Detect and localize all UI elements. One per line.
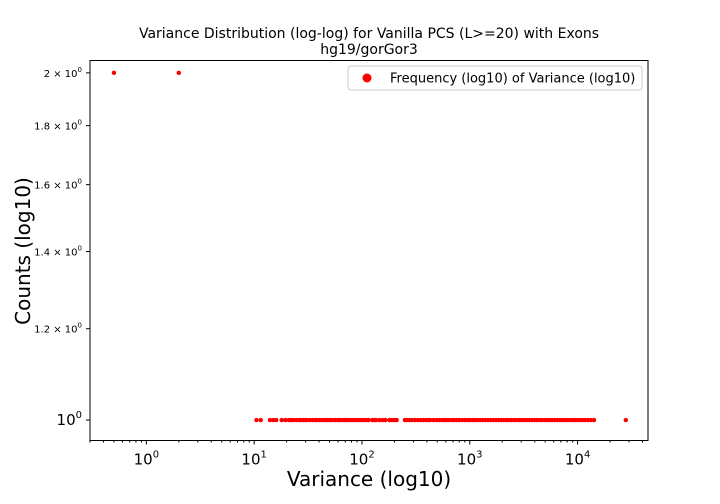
y-tick-label: 1.6 × 100 [34, 178, 82, 192]
x-tick-label: 103 [457, 450, 482, 469]
data-point [270, 417, 276, 423]
data-points [111, 70, 628, 423]
data-point [588, 417, 594, 423]
data-point [409, 417, 415, 423]
y-tick-label: 2 × 100 [44, 66, 82, 80]
x-tick-label: 104 [565, 450, 590, 469]
data-point [273, 417, 279, 423]
chart-subtitle: hg19/gorGor3 [320, 42, 418, 58]
data-point [377, 417, 382, 423]
y-tick-label: 1.2 × 100 [34, 322, 82, 336]
x-tick-exponent: 2 [368, 450, 374, 461]
y-tick-exponent: 0 [78, 178, 82, 186]
x-tick-label: 102 [349, 450, 374, 469]
x-axis-ticks: 100 101 102 103 104 [89, 440, 643, 469]
y-tick-exponent: 0 [78, 119, 82, 127]
data-point [111, 70, 117, 76]
data-point [258, 417, 263, 423]
x-tick-base: 10 [241, 451, 260, 469]
y-tick-base: 10 [57, 411, 76, 429]
x-tick-exponent: 1 [261, 450, 267, 461]
y-tick-label: 1.8 × 100 [34, 119, 82, 133]
x-tick-base: 10 [349, 451, 368, 469]
data-point [394, 417, 399, 423]
x-tick-base: 10 [457, 451, 476, 469]
data-point [366, 417, 371, 423]
y-tick-exponent: 0 [78, 66, 82, 74]
chart-title: Variance Distribution (log-log) for Vani… [139, 26, 599, 42]
y-tick-base: 1.4 × 10 [34, 248, 77, 259]
y-tick-exponent: 0 [78, 245, 82, 253]
y-tick-base: 1.8 × 10 [34, 122, 77, 133]
plot-area [89, 60, 649, 441]
legend-box [347, 65, 643, 91]
x-tick-exponent: 4 [584, 450, 590, 461]
y-tick-label: 1.4 × 100 [34, 245, 82, 259]
y-tick-label: 100 [57, 410, 82, 429]
y-tick-exponent: 0 [76, 410, 82, 421]
data-point [383, 417, 388, 423]
x-axis-label: Variance (log10) [287, 467, 451, 491]
y-axis-label: Counts (log10) [11, 177, 35, 325]
x-tick-base: 10 [565, 451, 584, 469]
y-tick-base: 1.6 × 10 [34, 181, 77, 192]
data-point [373, 417, 379, 423]
x-tick-exponent: 3 [476, 450, 482, 461]
legend: Frequency (log10) of Variance (log10) [347, 65, 643, 91]
data-point [267, 417, 273, 423]
data-point [623, 417, 628, 423]
data-point [176, 70, 182, 76]
y-tick-base: 1.2 × 10 [34, 325, 77, 336]
legend-marker [362, 73, 372, 83]
data-point [428, 417, 433, 423]
x-tick-label: 101 [241, 450, 266, 469]
data-point [279, 417, 284, 423]
legend-label: Frequency (log10) of Variance (log10) [390, 72, 635, 87]
data-point [283, 417, 288, 423]
data-point [591, 417, 597, 423]
data-point [254, 417, 259, 423]
y-tick-base: 2 × 10 [44, 69, 78, 80]
x-tick-label: 100 [134, 450, 159, 469]
x-tick-base: 10 [134, 451, 153, 469]
y-tick-exponent: 0 [78, 322, 82, 330]
x-tick-exponent: 0 [153, 450, 159, 461]
